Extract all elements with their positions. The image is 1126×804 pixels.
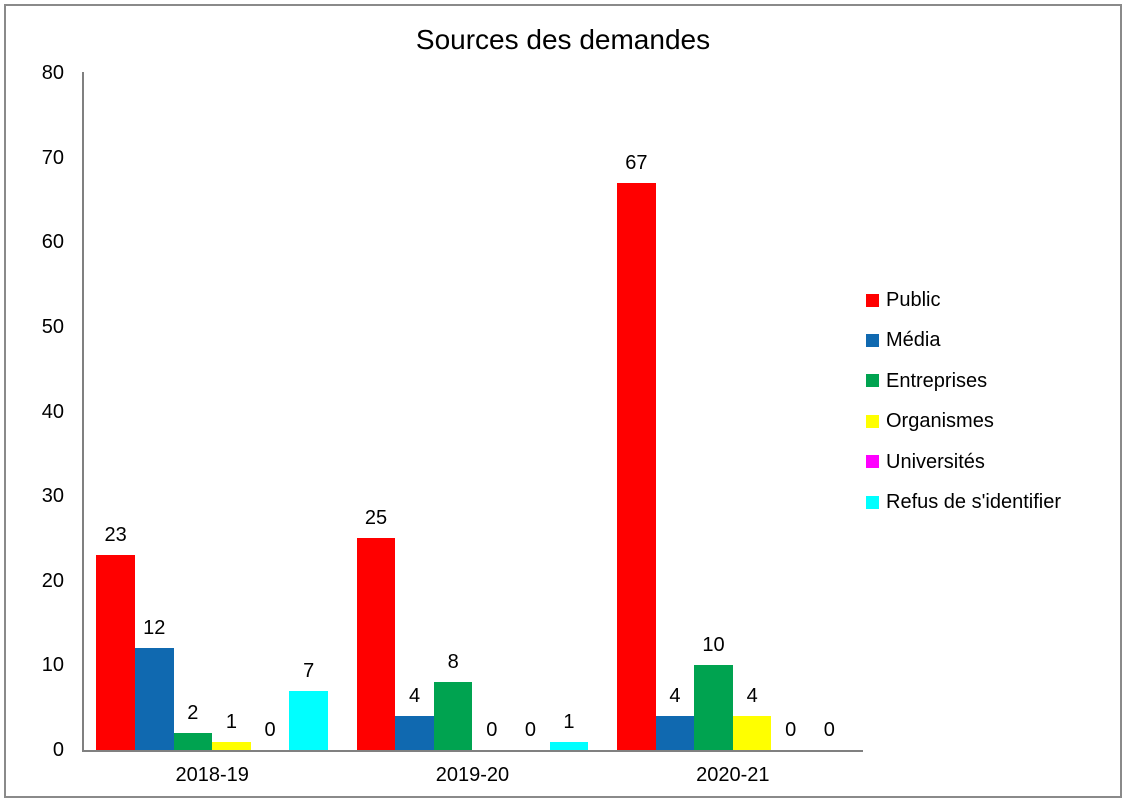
legend-item-media: Média [866, 329, 940, 351]
y-axis-tick-label: 30 [41, 485, 64, 508]
bar-public-2020-21 [617, 183, 656, 750]
legend-label-universites: Universités [886, 450, 985, 473]
bar-organismes-2018-19 [212, 741, 251, 750]
y-axis-line [82, 72, 84, 750]
bar-value-label-refus-de-s-identifier-2019-20: 1 [563, 710, 575, 733]
bar-organismes-2020-21 [732, 716, 772, 750]
legend-label-organismes: Organismes [886, 410, 994, 433]
legend-label-refus-de-s-identifier: Refus de s'identifier [886, 491, 1062, 513]
bar-value-label-universites-2020-21: 0 [785, 719, 797, 741]
legend-label-media: Média [886, 329, 941, 352]
bar-value-label-refus-de-s-identifier-2020-21: 0 [823, 719, 835, 741]
bar-refus-de-s-identifier-2018-19 [289, 690, 328, 750]
x-axis-category-label: 2020-21 [696, 764, 770, 786]
y-axis-tick-label: 50 [41, 315, 64, 338]
legend-item-universites: Universités [866, 451, 985, 473]
bar-value-label-refus-de-s-identifier-2018-19: 7 [303, 659, 315, 682]
bar-value-label-public-2020-21: 67 [625, 152, 648, 174]
bar-value-label-organismes-2018-19: 1 [225, 710, 238, 733]
bar-media-2019-20 [395, 716, 434, 750]
y-axis-tick-label: 60 [41, 231, 64, 254]
bar-value-label-public-2019-20: 25 [364, 507, 388, 530]
bar-value-label-media-2020-21: 4 [669, 685, 681, 708]
y-axis-tick-label: 0 [52, 739, 64, 761]
bar-value-label-entreprises-2018-19: 2 [187, 702, 199, 725]
bar-value-label-universites-2019-20: 0 [524, 719, 536, 741]
legend-item-refus-de-s-identifier: Refus de s'identifier [866, 491, 1061, 513]
bar-public-2019-20 [356, 538, 396, 750]
bar-value-label-media-2019-20: 4 [409, 685, 421, 708]
legend-swatch-organismes [866, 414, 879, 428]
bar-value-label-organismes-2020-21: 4 [746, 685, 758, 708]
legend-item-entreprises: Entreprises [866, 370, 987, 392]
bar-entreprises-2018-19 [173, 733, 213, 750]
legend-label-entreprises: Entreprises [886, 369, 988, 392]
bar-entreprises-2020-21 [694, 665, 733, 750]
legend-swatch-entreprises [866, 374, 879, 388]
legend-swatch-media [866, 333, 879, 347]
legend-swatch-universites [866, 455, 879, 469]
bar-value-label-public-2018-19: 23 [104, 524, 127, 547]
y-axis-tick-label: 10 [41, 654, 64, 677]
bar-entreprises-2019-20 [433, 682, 473, 750]
x-axis-category-label: 2019-20 [435, 764, 510, 786]
legend-swatch-public [866, 293, 879, 307]
legend-swatch-refus-de-s-identifier [866, 495, 879, 509]
bar-value-label-universites-2018-19: 0 [264, 719, 276, 741]
bar-media-2020-21 [655, 716, 695, 750]
x-axis-line [82, 750, 863, 752]
y-axis-tick-label: 70 [41, 146, 64, 169]
legend-item-organismes: Organismes [866, 410, 994, 432]
y-axis-tick-label: 80 [41, 62, 64, 84]
bar-refus-de-s-identifier-2019-20 [549, 741, 589, 750]
chart-frame-border [4, 4, 1122, 798]
legend-item-public: Public [866, 289, 940, 311]
bar-value-label-entreprises-2019-20: 8 [447, 651, 459, 674]
y-axis-tick-label: 20 [41, 569, 64, 592]
chart-title: Sources des demandes [415, 24, 711, 55]
legend-label-public: Public [886, 289, 941, 311]
x-axis-category-label: 2018-19 [175, 764, 249, 786]
y-axis-tick-label: 40 [41, 400, 64, 423]
bar-public-2018-19 [96, 555, 135, 750]
bar-value-label-organismes-2019-20: 0 [486, 719, 498, 741]
bar-value-label-entreprises-2020-21: 10 [702, 634, 725, 657]
bar-value-label-media-2018-19: 12 [143, 617, 166, 640]
bar-media-2018-19 [134, 648, 174, 750]
